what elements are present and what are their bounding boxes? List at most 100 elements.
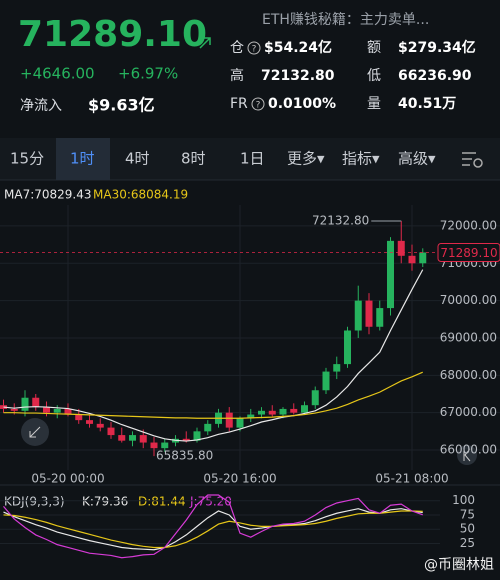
tab[interactable]: 15分 <box>10 150 44 168</box>
y-tick-label: 69000.00 <box>440 330 497 344</box>
zoom-button[interactable] <box>21 418 49 446</box>
candle-body <box>268 410 276 415</box>
candle-body <box>139 435 147 443</box>
x-tick-label: 05-21 08:00 <box>375 472 448 486</box>
help-icon[interactable] <box>251 97 265 111</box>
candle-body <box>32 397 40 408</box>
change: +4646.00 <box>20 65 95 83</box>
help-mark: ? <box>256 101 261 111</box>
candle-body <box>354 300 362 331</box>
kdj-tick-label: 100 <box>452 493 475 507</box>
candle-body <box>129 435 136 441</box>
annotation: 72132.80 <box>312 213 369 227</box>
headline[interactable]: ETH赚钱秘籍：主力卖单... <box>262 11 429 28</box>
stat-label: 高 <box>230 67 244 84</box>
ma-legend: MA30:68084.19 <box>93 188 188 202</box>
candle-body <box>10 408 18 411</box>
y-tick-label: 72000.00 <box>440 218 497 232</box>
candle-body <box>311 390 319 406</box>
candle-body <box>387 240 394 309</box>
candle-body <box>279 408 287 415</box>
candle-body <box>397 240 405 256</box>
stat-label: FR <box>230 96 248 112</box>
candle-body <box>43 407 50 413</box>
kdj-tick-label: 50 <box>460 522 475 536</box>
ma-line <box>3 371 423 419</box>
candle-body <box>236 418 244 428</box>
tab[interactable]: 更多▾ <box>287 150 325 168</box>
ma-line <box>3 269 424 442</box>
tab[interactable]: 高级▾ <box>398 150 436 168</box>
stat-label: 低 <box>367 68 381 84</box>
candle-body <box>96 423 104 428</box>
ma-legend: MA7:70829.43 <box>4 188 92 202</box>
last-price: 71289.10 <box>18 14 207 55</box>
stat-value: 72132.80 <box>261 68 335 84</box>
candle-body <box>161 442 169 449</box>
stat-value: 0.0100% <box>268 96 336 112</box>
stat-label: 额 <box>367 40 381 56</box>
inflow-label: 净流入 <box>20 98 62 114</box>
y-tick-label: 66000.00 <box>440 443 497 457</box>
tab[interactable]: 1日 <box>240 150 265 168</box>
candle-body <box>301 405 308 413</box>
stat-value: 66236.90 <box>398 68 472 84</box>
candle-body <box>75 414 83 421</box>
candle-body <box>204 423 212 432</box>
stat-value: 40.51万 <box>398 96 456 112</box>
stat-value: $279.34亿 <box>398 39 476 56</box>
candle-body <box>344 330 351 365</box>
stat-label: 仓 <box>230 40 244 56</box>
kdj-tick-label: 75 <box>460 507 475 521</box>
stat-label: 量 <box>367 96 381 112</box>
x-tick-label: 05-20 00:00 <box>31 472 104 486</box>
help-mark: ? <box>252 45 257 55</box>
candle-body <box>150 442 158 449</box>
tab[interactable]: 1时 <box>70 150 95 168</box>
candle-body <box>118 435 126 441</box>
candle-body <box>333 364 341 372</box>
annotation: 65835.80 <box>156 449 213 463</box>
change-pct: +6.97% <box>118 65 178 83</box>
tab[interactable]: 4时 <box>125 150 150 168</box>
kdj-line <box>3 494 423 559</box>
x-tick-label: 05-20 16:00 <box>203 472 276 486</box>
kdj-line <box>3 508 423 551</box>
candle-body <box>225 412 233 428</box>
candle-body <box>376 308 384 327</box>
y-tick-label: 70000.00 <box>440 293 497 307</box>
current-price: 71289.10 <box>440 246 497 260</box>
inflow: $9.63亿 <box>88 96 155 115</box>
candle-body <box>419 252 427 264</box>
kdj-legend: J:75.20 <box>189 495 232 509</box>
tab-selected <box>56 138 110 180</box>
y-tick-label: 67000.00 <box>440 405 497 419</box>
candle-body <box>247 414 255 419</box>
kdj-legend: D:81.44 <box>138 495 186 509</box>
candle-body <box>290 408 298 413</box>
kdj-tick-label: 25 <box>460 536 475 550</box>
candle-body <box>21 397 29 411</box>
candle-body <box>86 420 93 424</box>
tab[interactable]: 指标▾ <box>342 150 380 168</box>
current-price-tag <box>437 242 500 262</box>
watermark: @币圈林姐 <box>424 557 494 573</box>
stat-value: $54.24亿 <box>264 39 332 56</box>
kdj-line <box>3 510 423 549</box>
candle-body <box>322 371 330 391</box>
tab[interactable]: 8时 <box>181 150 206 168</box>
kdj-legend: K:79.36 <box>82 495 128 509</box>
kdj-title: KDJ(9,3,3) <box>4 495 65 509</box>
candle-body <box>365 300 373 327</box>
candle-body <box>258 410 265 415</box>
settings-icon[interactable] <box>462 152 483 168</box>
help-icon[interactable] <box>247 41 261 55</box>
y-tick-label: 68000.00 <box>440 368 497 382</box>
candle-body <box>53 408 61 413</box>
candle-body <box>64 408 72 415</box>
arrow-icon <box>199 37 211 49</box>
candle-body <box>193 431 201 441</box>
candle-body <box>107 427 115 436</box>
